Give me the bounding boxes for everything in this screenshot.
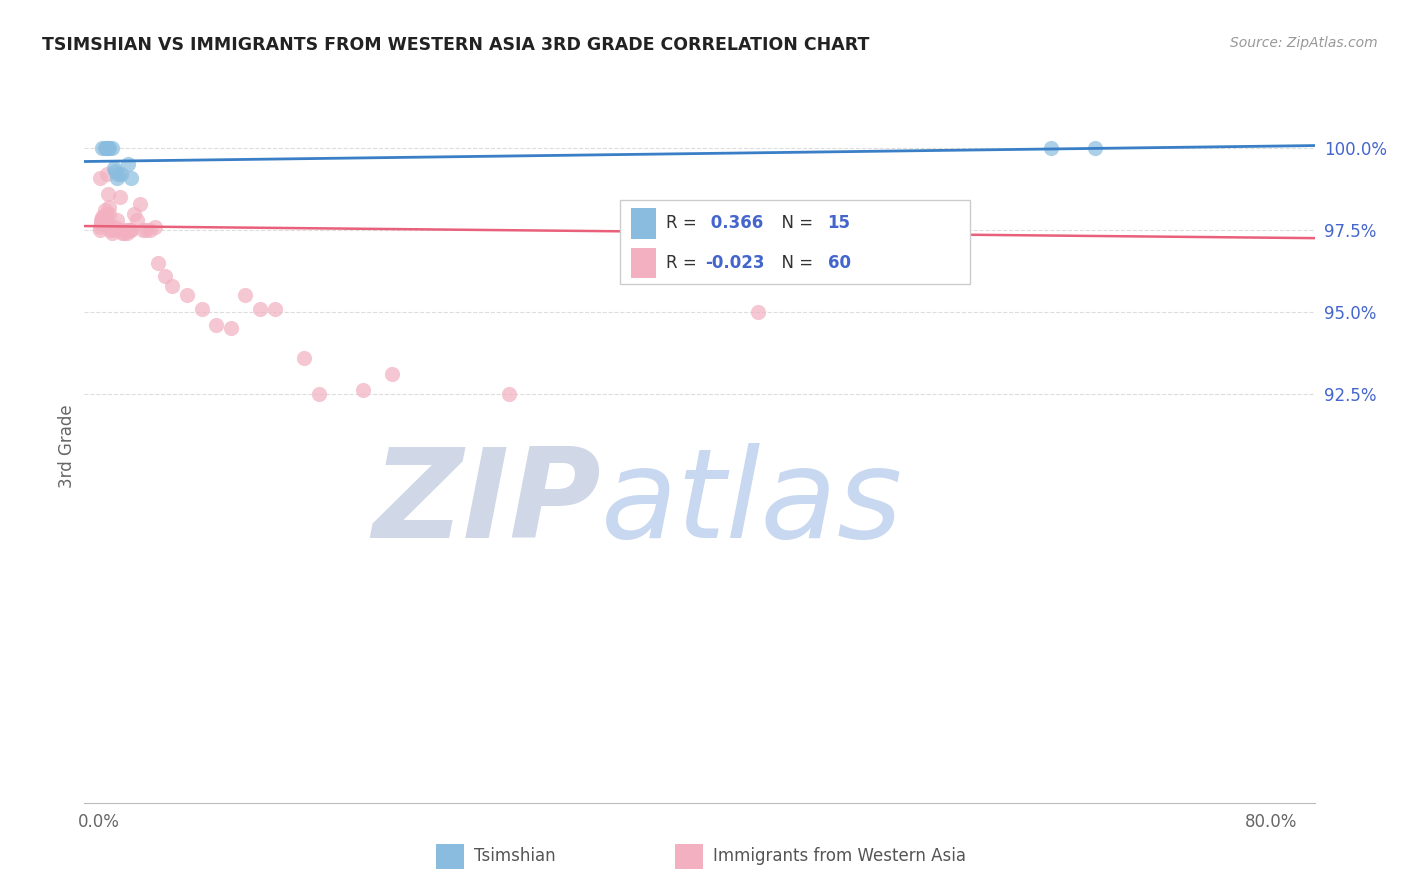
Point	[263, 301, 285, 316]
Point	[94, 213, 117, 227]
Point	[143, 219, 166, 234]
Point	[93, 216, 115, 230]
Text: 15: 15	[828, 214, 851, 233]
Point	[139, 223, 162, 237]
Point	[110, 167, 132, 181]
Point	[96, 141, 118, 155]
Y-axis label: 3rd Grade: 3rd Grade	[58, 404, 76, 488]
Point	[91, 216, 114, 230]
Point	[103, 161, 125, 175]
Point	[107, 167, 129, 181]
Point	[98, 223, 121, 237]
Text: Tsimshian: Tsimshian	[474, 847, 555, 865]
Point	[91, 210, 114, 224]
Point	[100, 219, 122, 234]
Point	[91, 141, 114, 155]
Point	[110, 223, 132, 237]
Point	[146, 255, 169, 269]
Point	[105, 170, 128, 185]
Point	[90, 216, 112, 230]
Point	[98, 206, 121, 220]
Point	[114, 223, 136, 237]
Point	[120, 223, 142, 237]
Point	[89, 219, 111, 234]
Point	[104, 164, 127, 178]
Point	[111, 226, 134, 240]
Point	[498, 386, 520, 401]
Point	[219, 321, 242, 335]
Point	[101, 226, 124, 240]
Point	[97, 141, 120, 155]
Point	[153, 268, 176, 283]
Point	[104, 219, 127, 234]
Point	[190, 301, 212, 316]
Text: Source: ZipAtlas.com: Source: ZipAtlas.com	[1230, 36, 1378, 50]
Point	[249, 301, 271, 316]
Point	[352, 384, 374, 398]
Text: N =: N =	[772, 214, 818, 233]
Point	[118, 223, 141, 237]
Point	[115, 226, 138, 240]
Point	[117, 223, 139, 237]
Point	[89, 223, 111, 237]
Text: R =: R =	[666, 254, 702, 272]
Point	[89, 170, 111, 185]
Point	[127, 213, 149, 227]
Point	[94, 213, 117, 227]
Point	[96, 206, 118, 220]
Point	[96, 167, 118, 181]
Text: R =: R =	[666, 214, 702, 233]
Point	[90, 210, 112, 224]
Point	[135, 223, 157, 237]
Point	[91, 213, 114, 227]
Point	[91, 213, 114, 227]
Point	[105, 213, 128, 227]
Point	[292, 351, 315, 365]
Point	[103, 223, 125, 237]
Point	[176, 288, 198, 302]
Point	[108, 190, 131, 204]
Point	[122, 206, 145, 220]
Point	[93, 213, 115, 227]
Text: -0.023: -0.023	[706, 254, 765, 272]
Point	[120, 170, 142, 185]
Point	[93, 213, 115, 227]
Text: 60: 60	[828, 254, 851, 272]
Point	[101, 141, 124, 155]
Point	[205, 318, 228, 332]
Point	[117, 157, 139, 171]
Point	[112, 226, 135, 240]
Point	[93, 213, 115, 227]
Point	[308, 386, 330, 401]
Point	[94, 203, 117, 218]
Text: N =: N =	[772, 254, 818, 272]
Point	[97, 200, 120, 214]
Point	[98, 141, 121, 155]
Text: atlas: atlas	[602, 442, 903, 564]
Text: ZIP: ZIP	[373, 442, 602, 564]
Point	[1084, 141, 1107, 155]
Point	[235, 288, 257, 302]
Text: 0.366: 0.366	[706, 214, 763, 233]
Point	[94, 141, 117, 155]
Point	[132, 223, 155, 237]
Point	[97, 186, 120, 201]
Point	[162, 278, 184, 293]
Text: TSIMSHIAN VS IMMIGRANTS FROM WESTERN ASIA 3RD GRADE CORRELATION CHART: TSIMSHIAN VS IMMIGRANTS FROM WESTERN ASI…	[42, 36, 869, 54]
Point	[129, 196, 152, 211]
Point	[90, 213, 112, 227]
Point	[747, 305, 769, 319]
Text: Immigrants from Western Asia: Immigrants from Western Asia	[713, 847, 966, 865]
Point	[1040, 141, 1063, 155]
Point	[381, 367, 404, 381]
